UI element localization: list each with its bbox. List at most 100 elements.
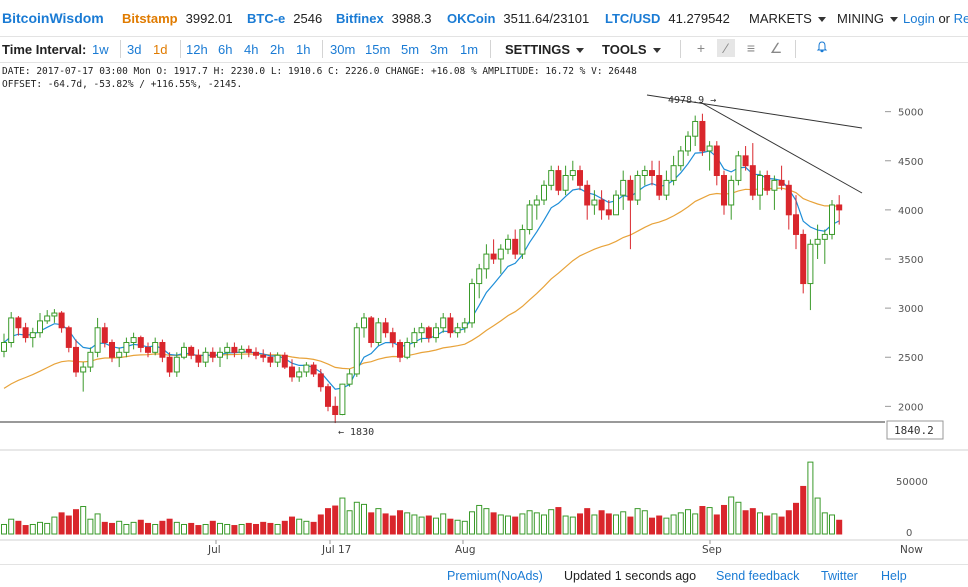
candle: [303, 362, 310, 377]
interval-1w[interactable]: 1w: [92, 42, 109, 57]
candle-body: [260, 354, 267, 358]
candle: [548, 165, 555, 191]
volume-bar: [289, 516, 295, 535]
candle-body: [58, 312, 65, 329]
volume-bar: [591, 514, 598, 535]
interval-2h[interactable]: 2h: [270, 42, 285, 57]
candle: [346, 369, 353, 387]
interval-15m[interactable]: 15m: [365, 42, 391, 57]
candle: [533, 195, 540, 220]
candle: [562, 165, 569, 196]
candle: [677, 146, 684, 171]
volume-bar: [339, 497, 346, 535]
candle-body: [663, 179, 670, 196]
tools-label: TOOLS: [602, 42, 647, 57]
candle: [440, 313, 447, 333]
candle: [785, 180, 792, 230]
candle-body: [425, 327, 432, 339]
volume-bar: [51, 516, 58, 535]
volume-bar: [685, 509, 691, 535]
help-link[interactable]: Help: [881, 569, 907, 583]
candle-body: [332, 405, 339, 416]
market-price: 3988.3: [391, 11, 432, 26]
brand-logo[interactable]: BitcoinWisdom: [2, 10, 104, 26]
candle: [80, 362, 87, 392]
candle-body: [533, 199, 540, 206]
candle-body: [353, 327, 360, 375]
interval-6h[interactable]: 6h: [218, 42, 233, 57]
candle-body: [778, 179, 785, 186]
market-ticker-btc-e[interactable]: BTC-e 2546: [247, 11, 322, 26]
market-ticker-bitstamp[interactable]: Bitstamp 3992.01: [122, 11, 233, 26]
candle: [29, 327, 36, 348]
candle-body: [267, 356, 274, 363]
fib-lines-icon[interactable]: ≡: [746, 40, 756, 56]
candle: [505, 234, 511, 255]
settings-menu[interactable]: SETTINGS: [505, 42, 585, 57]
candle: [469, 278, 475, 328]
candle: [361, 313, 367, 338]
volume-bar: [807, 461, 814, 535]
candle: [634, 170, 641, 205]
volume-bar: [713, 514, 720, 535]
price-chart[interactable]: 2000 2500 3000 3500 4000 4500 5000 4978.9 → ← 18…: [0, 0, 968, 564]
candle-body: [325, 386, 331, 407]
candle: [454, 322, 461, 338]
candle: [152, 337, 159, 356]
mining-menu[interactable]: MINING: [837, 11, 898, 26]
alert-bell-icon[interactable]: [813, 39, 831, 57]
line-draw-icon[interactable]: ⁄: [717, 39, 735, 57]
interval-3m[interactable]: 3m: [430, 42, 449, 57]
interval-1m[interactable]: 1m: [460, 42, 479, 57]
login-area: Login or Reg: [903, 11, 968, 26]
volume-bar: [325, 508, 331, 535]
candle-body: [37, 320, 43, 334]
login-link[interactable]: Login: [903, 11, 935, 26]
y-tick-label: 5000: [898, 108, 923, 119]
interval-12h[interactable]: 12h: [186, 42, 208, 57]
candle-body: [641, 170, 648, 177]
candle-body: [130, 337, 137, 343]
candle-body: [742, 155, 749, 167]
volume-bar: [440, 513, 447, 535]
volume-bar: [555, 507, 562, 535]
twitter-link[interactable]: Twitter: [821, 569, 858, 583]
candle: [231, 342, 238, 358]
candle: [433, 322, 439, 343]
candle-body: [87, 351, 94, 368]
candle-body: [649, 170, 655, 177]
candle-body: [670, 165, 677, 181]
x-tick-label: Aug: [455, 544, 476, 556]
candle: [685, 131, 691, 156]
interval-4h[interactable]: 4h: [244, 42, 259, 57]
candle: [728, 175, 735, 220]
candle: [778, 165, 785, 191]
candle-body: [145, 346, 151, 353]
candle-body: [793, 214, 799, 235]
interval-1h[interactable]: 1h: [296, 42, 311, 57]
candle-body: [620, 179, 627, 196]
candle: [253, 347, 259, 360]
candle: [289, 359, 295, 382]
market-ticker-okcoin[interactable]: OKCoin 3511.64/23101: [447, 11, 589, 26]
markets-menu[interactable]: MARKETS: [749, 11, 826, 26]
divider: [180, 40, 181, 58]
premium-link[interactable]: Premium(NoAds): [447, 569, 543, 583]
ray-icon[interactable]: ∠: [769, 40, 783, 56]
register-link[interactable]: Reg: [953, 11, 968, 26]
volume-bar: [469, 511, 475, 535]
candle-body: [123, 342, 130, 353]
candle-body: [137, 337, 144, 348]
market-ticker-bitfinex[interactable]: Bitfinex 3988.3: [336, 11, 431, 26]
market-ticker-ltc-usd[interactable]: LTC/USD 41.279542: [605, 11, 730, 26]
interval-5m[interactable]: 5m: [401, 42, 420, 57]
interval-3d[interactable]: 3d: [127, 42, 142, 57]
candle: [627, 175, 634, 250]
send-feedback-link[interactable]: Send feedback: [716, 569, 800, 583]
candle-body: [829, 204, 835, 235]
crosshair-icon[interactable]: +: [696, 40, 706, 56]
interval-30m[interactable]: 30m: [330, 42, 356, 57]
interval-1d[interactable]: 1d: [153, 42, 168, 57]
volume-bar: [562, 515, 569, 535]
tools-menu[interactable]: TOOLS: [602, 42, 661, 57]
